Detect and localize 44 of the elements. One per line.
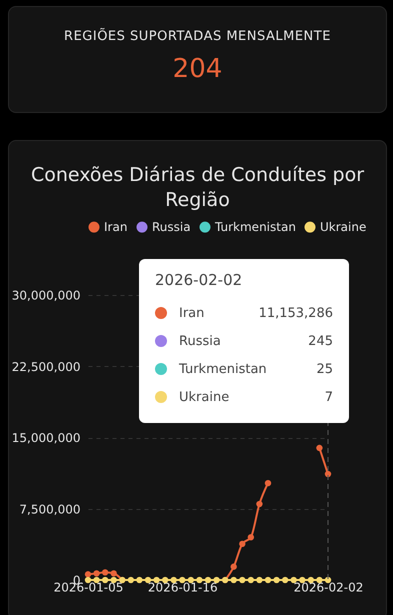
- text: 2026-02-02: [155, 271, 242, 289]
- annotation: Russia: [179, 334, 222, 348]
- annotation: Turkmenistan: [179, 362, 268, 376]
- point: [213, 576, 220, 584]
- legend-label: Ukraine: [320, 220, 366, 234]
- annotation: 7: [324, 390, 333, 404]
- x-tick-label: 2026-01-16: [148, 580, 218, 594]
- point: [316, 444, 323, 452]
- annotation: 25: [316, 362, 333, 376]
- point: [248, 576, 254, 584]
- annotation: 245: [308, 334, 333, 348]
- point: [230, 576, 237, 584]
- y-tick-label: 7,500,000: [19, 502, 80, 516]
- point: [84, 571, 92, 578]
- legend-label: Turkmenistan: [214, 220, 296, 234]
- legend-label: Russia: [152, 220, 191, 234]
- annotation: Ukraine: [179, 390, 230, 404]
- point: [144, 576, 152, 584]
- point: [93, 570, 100, 577]
- point: [248, 534, 254, 540]
- text: 204: [172, 54, 224, 84]
- point: [264, 480, 272, 486]
- point: [136, 576, 143, 584]
- annotation: Iran: [179, 306, 206, 320]
- point: [256, 576, 263, 584]
- y-tick-label: 30,000,000: [12, 288, 80, 302]
- x-tick-label: 2026-02-02: [294, 580, 364, 594]
- point: [239, 576, 246, 584]
- point: [239, 540, 246, 548]
- point: [102, 569, 108, 576]
- point: [264, 576, 272, 584]
- point: [128, 576, 134, 584]
- y-tick-label: 22,500,000: [12, 360, 80, 374]
- text: REGIÕES SUPORTADAS MENSALMENTE: [63, 29, 332, 44]
- point: [110, 570, 117, 577]
- point: [282, 576, 288, 584]
- annotation: 11,153,286: [258, 306, 333, 320]
- legend-label: Iran: [104, 220, 128, 234]
- y-tick-label: 15,000,000: [12, 431, 80, 445]
- point: [273, 576, 280, 584]
- point: [256, 500, 263, 508]
- point: [290, 576, 297, 584]
- point: [230, 564, 237, 570]
- chart-title: Conexões Diárias de Conduítes por Região: [30, 163, 366, 213]
